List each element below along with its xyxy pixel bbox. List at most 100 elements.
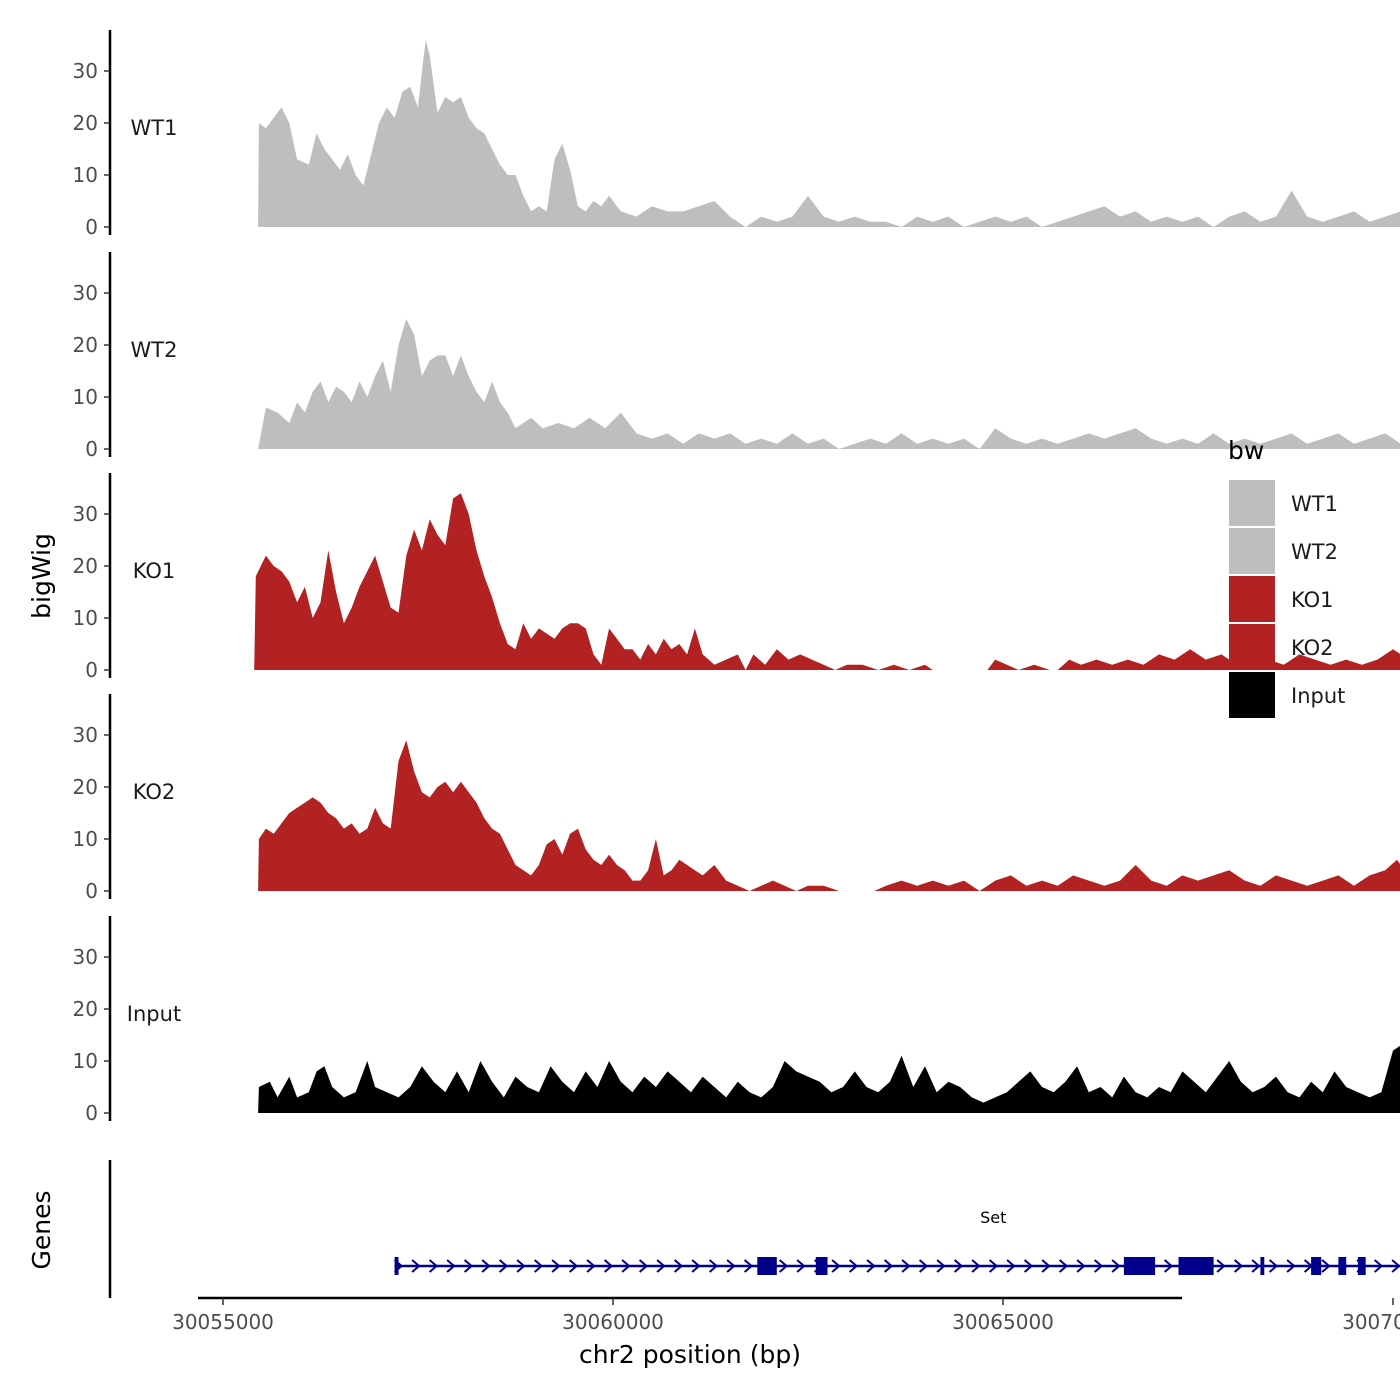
strand-arrow-icon: [551, 1259, 561, 1273]
gene-exon: [394, 1257, 399, 1275]
strand-arrow-icon: [953, 1259, 964, 1273]
track-wt2: 0 10 20 30 WT2: [73, 252, 1400, 461]
strand-arrow-icon: [866, 1259, 876, 1273]
y-tick-label: 30: [73, 723, 98, 747]
y-tick-label: 0: [85, 658, 98, 682]
gene-exon: [757, 1257, 777, 1275]
strand-arrow-icon: [1321, 1259, 1331, 1273]
gene-label: Set: [980, 1208, 1006, 1227]
y-tick-label: 20: [73, 111, 98, 135]
strand-arrow-icon: [516, 1259, 526, 1273]
y-tick-label: 30: [73, 59, 98, 83]
legend-label-input: Input: [1291, 684, 1345, 708]
bigwig-tracks: 0 10 20 30 WT1 0 10 20 30 WT2 0 10 20 30 KO1 0 10 20 30 KO2…: [73, 30, 1400, 1125]
legend-key-wt2: [1229, 528, 1275, 574]
strand-arrow-icon: [568, 1259, 579, 1273]
legend-label-ko2: KO2: [1291, 636, 1334, 660]
strand-arrow-icon: [971, 1259, 981, 1273]
legend-label-ko1: KO1: [1291, 588, 1334, 612]
track-wt1: 0 10 20 30 WT1: [73, 30, 1400, 239]
strand-arrow-icon: [673, 1259, 684, 1273]
strand-arrow-icon: [656, 1259, 666, 1273]
legend: bw WT1 WT2 KO1 KO2 Input: [1228, 436, 1345, 718]
strand-arrow-icon: [481, 1259, 491, 1273]
strand-arrow-icon: [1076, 1259, 1086, 1273]
strand-arrow-icon: [796, 1259, 806, 1273]
strand-arrow-icon: [936, 1259, 946, 1273]
legend-key-ko1: [1229, 576, 1275, 622]
strand-arrow-icon: [1041, 1259, 1051, 1273]
strand-arrow-icon: [1216, 1259, 1226, 1273]
y-tick-label: 10: [73, 827, 98, 851]
y-tick-label: 30: [73, 945, 98, 969]
strand-arrow-icon: [831, 1259, 841, 1273]
strand-arrow-icon: [743, 1259, 754, 1273]
gene-exon: [815, 1257, 828, 1275]
y-tick-label: 0: [85, 879, 98, 903]
y-tick-label: 0: [85, 215, 98, 239]
y-tick-label: 0: [85, 1101, 98, 1125]
area-ko1: [254, 493, 1400, 670]
x-axis-title: chr2 position (bp): [579, 1340, 801, 1369]
gene-exon: [1178, 1257, 1214, 1275]
y-tick-label: 30: [73, 502, 98, 526]
gene-exon: [1338, 1257, 1347, 1275]
strand-arrow-icon: [1111, 1259, 1121, 1273]
gene-exon: [1260, 1257, 1265, 1275]
genes-axis-title: Genes: [27, 1190, 56, 1269]
gene-exon: [1123, 1257, 1156, 1275]
strand-arrow-icon: [533, 1259, 544, 1273]
strand-arrow-icon: [901, 1259, 911, 1273]
strand-arrow-icon: [1006, 1259, 1016, 1273]
y-tick-label: 20: [73, 554, 98, 578]
gene-set: Set: [393, 1208, 1400, 1275]
genes-track: Set: [108, 1160, 1400, 1298]
strand-arrow-icon: [1233, 1259, 1244, 1273]
track-label-wt1: WT1: [131, 116, 178, 140]
strand-arrow-icon: [1268, 1259, 1279, 1273]
x-axis: 30055000 30060000 30065000 30070000: [172, 1296, 1400, 1334]
y-axis-title: bigWig: [27, 533, 56, 619]
strand-arrow-icon: [603, 1259, 614, 1273]
legend-key-input: [1229, 672, 1275, 718]
legend-key-ko2: [1229, 624, 1275, 670]
strand-arrow-icon: [778, 1259, 789, 1273]
gene-exon: [1311, 1257, 1322, 1275]
y-tick-label: 20: [73, 775, 98, 799]
x-tick-label: 30060000: [562, 1310, 664, 1334]
strand-arrow-icon: [463, 1259, 474, 1273]
strand-arrow-icon: [621, 1259, 631, 1273]
strand-arrow-icon: [638, 1259, 649, 1273]
track-label-wt2: WT2: [131, 338, 178, 362]
strand-arrow-icon: [1023, 1259, 1034, 1273]
y-tick-label: 10: [73, 606, 98, 630]
strand-arrow-icon: [883, 1259, 894, 1273]
strand-arrow-icon: [726, 1259, 736, 1273]
track-label-input: Input: [127, 1002, 181, 1026]
strand-arrow-icon: [446, 1259, 456, 1273]
y-tick-label: 10: [73, 1049, 98, 1073]
track-label-ko2: KO2: [133, 780, 176, 804]
x-tick-label: 30065000: [952, 1310, 1054, 1334]
area-ko2: [258, 740, 1400, 891]
strand-arrow-icon: [918, 1259, 929, 1273]
strand-arrow-icon: [1058, 1259, 1069, 1273]
track-label-ko1: KO1: [133, 559, 176, 583]
strand-arrow-icon: [708, 1259, 719, 1273]
strand-arrow-icon: [848, 1259, 859, 1273]
legend-label-wt1: WT1: [1291, 492, 1338, 516]
y-tick-label: 30: [73, 281, 98, 305]
strand-arrow-icon: [411, 1259, 421, 1273]
y-tick-label: 0: [85, 437, 98, 461]
track-ko2: 0 10 20 30 KO2: [73, 694, 1400, 903]
legend-label-wt2: WT2: [1291, 540, 1338, 564]
strand-arrow-icon: [1163, 1259, 1174, 1273]
strand-arrow-icon: [988, 1259, 999, 1273]
strand-arrow-icon: [498, 1259, 509, 1273]
strand-arrow-icon: [1251, 1259, 1261, 1273]
legend-title: bw: [1228, 436, 1264, 465]
strand-arrow-icon: [586, 1259, 596, 1273]
track-input: 0 10 20 30 Input: [73, 916, 1400, 1125]
gene-exon: [1357, 1257, 1366, 1275]
